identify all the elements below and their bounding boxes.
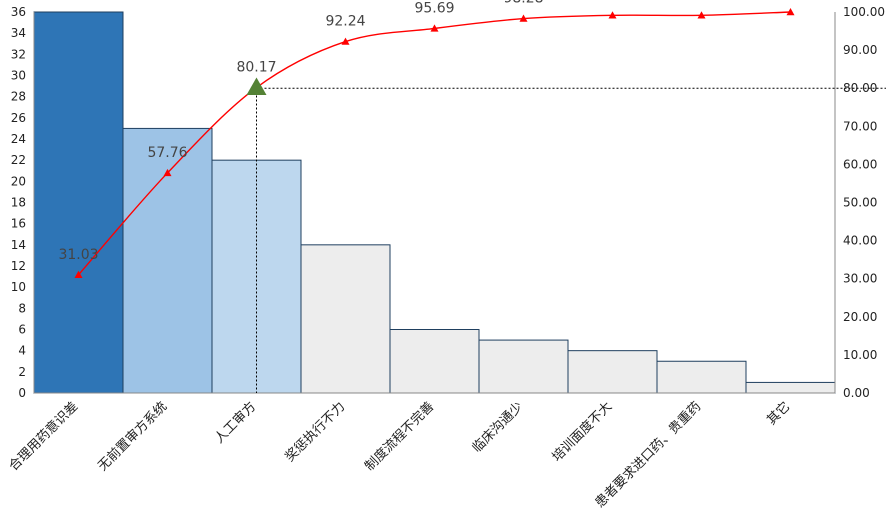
- bar: [657, 361, 746, 393]
- cumulative-label: 98.28: [503, 0, 543, 7]
- right-tick-label: 70.00: [843, 119, 877, 133]
- left-tick-label: 28: [11, 90, 26, 104]
- right-tick-label: 60.00: [843, 157, 877, 171]
- left-tick-label: 16: [11, 217, 26, 231]
- cumulative-label: 95.69: [414, 0, 454, 16]
- left-tick-label: 2: [18, 365, 26, 379]
- bars-group: [34, 12, 835, 393]
- bar: [746, 382, 835, 393]
- left-tick-label: 20: [11, 174, 26, 188]
- left-tick-label: 36: [11, 5, 26, 19]
- left-tick-label: 18: [11, 196, 26, 210]
- category-label: 临床沟通少: [470, 399, 527, 456]
- right-tick-label: 40.00: [843, 234, 877, 248]
- right-tick-label: 0.00: [843, 386, 870, 400]
- left-tick-label: 26: [11, 111, 26, 125]
- cumulative-label: 92.24: [325, 14, 365, 30]
- right-tick-label: 50.00: [843, 196, 877, 210]
- bar: [123, 128, 212, 393]
- left-tick-label: 10: [11, 280, 26, 294]
- category-label: 其它: [764, 399, 794, 429]
- cumulative-label: 99.14: [681, 0, 721, 3]
- cumulative-label: 99.14: [592, 0, 632, 3]
- cumulative-label: 57.76: [147, 145, 187, 161]
- right-tick-label: 30.00: [843, 272, 877, 286]
- left-tick-label: 4: [18, 344, 26, 358]
- left-tick-label: 24: [11, 132, 26, 146]
- left-tick-label: 32: [11, 47, 26, 61]
- right-tick-label: 20.00: [843, 310, 877, 324]
- right-tick-label: 100.00: [843, 5, 885, 19]
- right-tick-label: 80.00: [843, 81, 877, 95]
- pareto-80-marker: [247, 78, 267, 96]
- bar: [568, 351, 657, 393]
- cumulative-label: 80.17: [236, 60, 276, 76]
- left-tick-label: 12: [11, 259, 26, 273]
- cumulative-label: 31.03: [58, 247, 98, 263]
- category-label: 培训面度不大: [549, 399, 615, 465]
- left-tick-label: 6: [18, 323, 26, 337]
- left-tick-label: 14: [11, 238, 26, 252]
- bar: [479, 340, 568, 393]
- category-label: 人工审方: [211, 399, 259, 447]
- bar: [301, 245, 390, 393]
- bar: [390, 330, 479, 394]
- left-tick-label: 34: [11, 26, 26, 40]
- right-tick-label: 90.00: [843, 43, 877, 57]
- left-tick-label: 30: [11, 69, 26, 83]
- left-tick-label: 0: [18, 386, 26, 400]
- category-label: 制度流程不完善: [362, 399, 438, 475]
- category-label: 合理用药意识差: [6, 399, 82, 475]
- category-label: 无前置审方系统: [95, 399, 171, 475]
- left-tick-label: 22: [11, 153, 26, 167]
- category-label: 奖惩执行不力: [283, 399, 349, 465]
- right-tick-label: 10.00: [843, 348, 877, 362]
- left-tick-label: 8: [18, 301, 26, 315]
- bar: [34, 12, 123, 393]
